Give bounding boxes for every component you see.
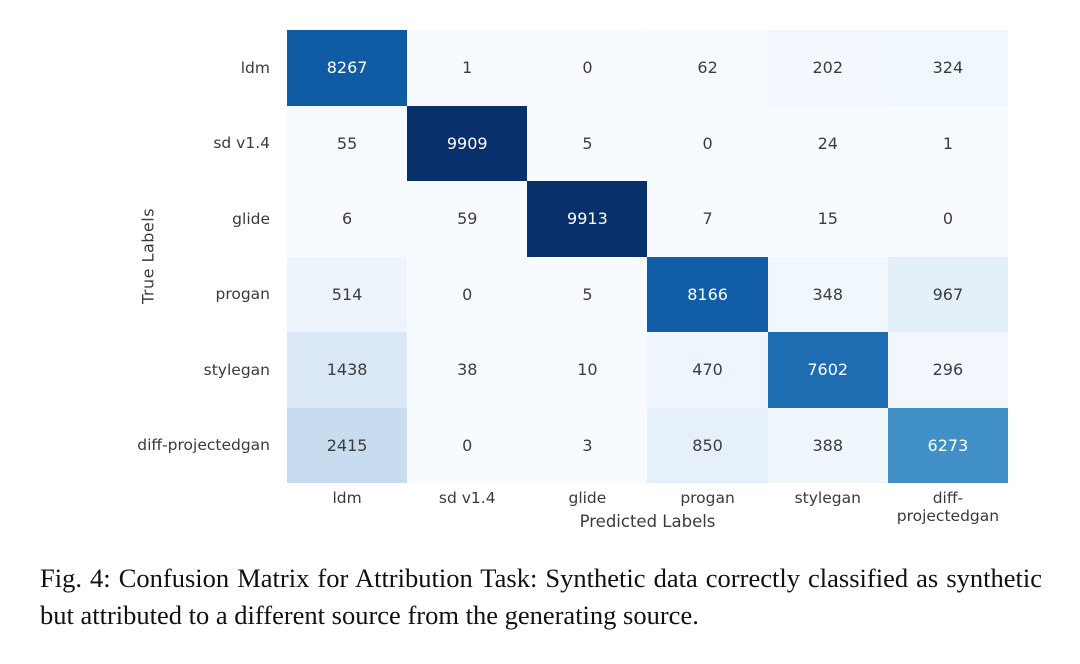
y-tick-label: stylegan: [203, 360, 270, 379]
y-tick-label: sd v1.4: [213, 134, 270, 153]
heatmap-cell: 5: [527, 256, 648, 332]
heatmap-cell: 6: [287, 181, 408, 257]
x-tick-label: stylegan: [794, 489, 861, 507]
heatmap-cell: 55: [287, 105, 408, 181]
heatmap-cell: 9909: [407, 105, 528, 181]
heatmap-cell: 5: [527, 105, 648, 181]
heatmap-cell: 15: [767, 181, 888, 257]
heatmap-cell: 967: [887, 256, 1008, 332]
x-tick-label: glide: [568, 489, 607, 507]
y-tick-labels: ldm sd v1.4 glide progan stylegan diff-projec…: [0, 30, 279, 483]
heatmap-cell: 388: [767, 407, 888, 483]
heatmap-cell: 0: [407, 407, 528, 483]
y-tick-label: diff-projectedgan: [137, 436, 270, 455]
heatmap-cell: 8166: [647, 256, 768, 332]
heatmap-cell: 1: [887, 105, 1008, 181]
heatmap-cell: 59: [407, 181, 528, 257]
heatmap-cell: 470: [647, 332, 768, 408]
heatmap-cell: 324: [887, 30, 1008, 106]
heatmap-cell: 0: [527, 30, 648, 106]
confusion-matrix-figure: True Labels ldm sd v1.4 glide progan stylega…: [0, 30, 1008, 531]
figure-caption: Fig. 4: Confusion Matrix for Attribution…: [40, 563, 1042, 630]
x-tick-label: progan: [680, 489, 735, 507]
heatmap-cell: 348: [767, 256, 888, 332]
heatmap-cell: 1438: [287, 332, 408, 408]
heatmap-cell: 1: [407, 30, 528, 106]
y-tick-label: ldm: [240, 58, 270, 77]
heatmap-cell: 6273: [887, 407, 1008, 483]
heatmap-cell: 2415: [287, 407, 408, 483]
heatmap-cell: 850: [647, 407, 768, 483]
heatmap-cell: 7602: [767, 332, 888, 408]
heatmap-cell: 62: [647, 30, 768, 106]
x-tick-label: sd v1.4: [438, 489, 496, 507]
heatmap-cell: 0: [887, 181, 1008, 257]
y-tick-label: glide: [232, 209, 270, 228]
x-tick-label: diff-projectedgan: [896, 489, 1000, 525]
heatmap-cell: 296: [887, 332, 1008, 408]
x-tick-label: ldm: [332, 489, 362, 507]
heatmap-cell: 10: [527, 332, 648, 408]
x-axis-title: Predicted Labels: [579, 512, 716, 531]
heatmap-cell: 8267: [287, 30, 408, 106]
heatmap-cell: 202: [767, 30, 888, 106]
heatmap-cell: 3: [527, 407, 648, 483]
heatmap-cell: 0: [647, 105, 768, 181]
heatmap-cell: 9913: [527, 181, 648, 257]
heatmap-cell: 514: [287, 256, 408, 332]
heatmap-cell: 7: [647, 181, 768, 257]
heatmap-cell: 0: [407, 256, 528, 332]
heatmap-grid: 8267 1 0 62 202 324 55 9909 5 0 24 1 6 59 9913 7 15 0 514 0…: [287, 30, 1008, 483]
y-tick-label: progan: [215, 285, 270, 304]
x-tick-labels: ldm sd v1.4 glide progan stylegan diff-projec…: [287, 489, 1008, 525]
heatmap-cell: 24: [767, 105, 888, 181]
heatmap-cell: 38: [407, 332, 528, 408]
